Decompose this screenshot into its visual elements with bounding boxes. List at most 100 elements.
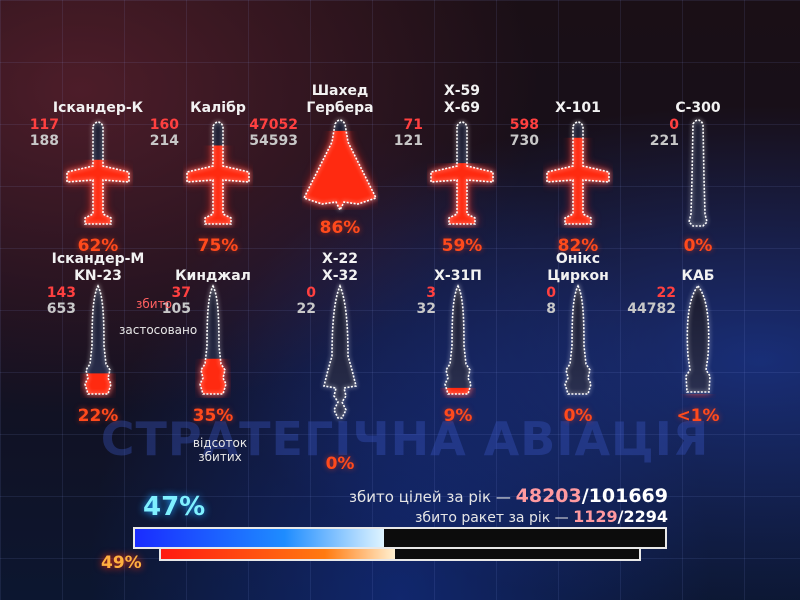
icon-body [689,120,707,226]
missiles-total: /2294 [617,507,668,526]
percent-label: відсоток збитих [192,436,248,464]
icon-fill [200,358,226,394]
icon-outline [688,119,708,227]
targets-progress-bar [133,527,667,549]
launched-count: 121 [393,133,423,149]
weapon-name: Циркон [547,268,609,284]
weapon-name: Калібр [190,100,246,116]
targets-label: збито цілей за рік — [349,488,516,506]
targets-total: /101669 [581,485,668,507]
weapon-name: Іскандер-К [52,100,144,116]
icon-outline [430,121,494,225]
drone-icon [302,119,378,212]
sam-missile-icon [688,119,708,227]
shootdown-percent: 0% [563,406,593,426]
icon-fill [446,387,470,394]
weapon-name: Шахед [311,83,369,99]
ballistic-missile-icon [564,284,592,395]
launched-count: 32 [416,301,436,317]
downed-count: 0 [669,117,679,133]
weapon-name: Онікс [555,251,601,267]
icon-body [324,286,356,418]
launched-label: застосовано [119,323,198,337]
weapon-name: Х-69 [443,100,481,116]
shootdown-percent: 62% [77,236,119,256]
guided-bomb-icon [685,284,711,393]
weapon-name: С-300 [675,100,721,116]
icon-body [686,286,710,392]
icon-outline [84,284,112,395]
icon-body [85,286,111,394]
icon-fill [431,163,493,224]
weapon-name: Гербера [306,100,374,116]
downed-count: 0 [306,285,316,301]
icon-outline [564,284,592,395]
icon-fill [547,137,609,224]
shootdown-percent: 75% [197,236,239,256]
downed-count: 160 [149,117,179,133]
downed-count: 47052 [249,117,298,133]
launched-count: 214 [149,133,179,149]
icon-outline [685,284,711,393]
launched-count: 44782 [627,301,676,317]
ballistic-missile-icon [199,284,227,395]
weapon-name: Х-22 [321,251,359,267]
shootdown-percent: 0% [683,236,713,256]
shootdown-percent: 0% [325,454,355,474]
launched-count: 188 [29,133,59,149]
missiles-downed: 1129 [573,507,618,526]
icon-fill [304,130,376,210]
downed-count: 37 [171,285,191,301]
shootdown-percent: 35% [192,406,234,426]
weapon-name: Х-32 [321,268,359,284]
downed-count: 71 [403,117,423,133]
downed-count: 3 [426,285,436,301]
missiles-stat: збито ракет за рік — 1129/2294 [415,507,668,526]
cruise-missile-icon [430,121,494,225]
cruise-missile-icon [186,121,250,225]
icon-fill [67,159,129,224]
downed-count: 143 [46,285,76,301]
icon-outline [302,119,378,212]
missiles-progress-fill [161,549,396,559]
shootdown-percent: 22% [77,406,119,426]
downed-count: 0 [546,285,556,301]
targets-downed: 48203 [515,485,582,507]
downed-count: 117 [29,117,59,133]
icon-outline [66,121,130,225]
heavy-missile-icon [323,283,357,419]
downed-count: 22 [656,285,676,301]
icon-body [445,286,471,394]
shootdown-percent: 82% [557,236,599,256]
weapon-name: Х-31П [434,268,482,284]
watermark: СТРАТЕГІЧНА АВІАЦІЯ [100,412,710,466]
launched-count: 22 [296,301,316,317]
launched-count: 221 [649,133,679,149]
targets-progress-fill [135,529,385,547]
weapon-name: КАБ [681,268,715,284]
weapon-name: Х-59 [443,83,481,99]
icon-outline [444,284,472,395]
icon-outline [199,284,227,395]
targets-percent: 47% [143,492,206,522]
launched-count: 54593 [249,133,298,149]
missiles-percent: 49% [101,553,142,573]
shootdown-percent: 59% [441,236,483,256]
weapon-name: Кинджал [175,268,251,284]
weapon-name: Х-101 [555,100,601,116]
launched-count: 8 [546,301,556,317]
shootdown-percent: 86% [319,218,361,238]
launched-count: 653 [46,301,76,317]
icon-fill [85,373,111,394]
ballistic-missile-icon [84,284,112,395]
icon-outline [323,283,357,419]
ballistic-missile-icon [444,284,472,395]
downed-count: 598 [509,117,539,133]
launched-count: 105 [161,301,191,317]
shootdown-percent: <1% [676,406,720,426]
weapon-name: Іскандер-М [51,251,145,267]
icon-body [565,286,591,394]
icon-outline [186,121,250,225]
icon-fill [187,145,249,224]
